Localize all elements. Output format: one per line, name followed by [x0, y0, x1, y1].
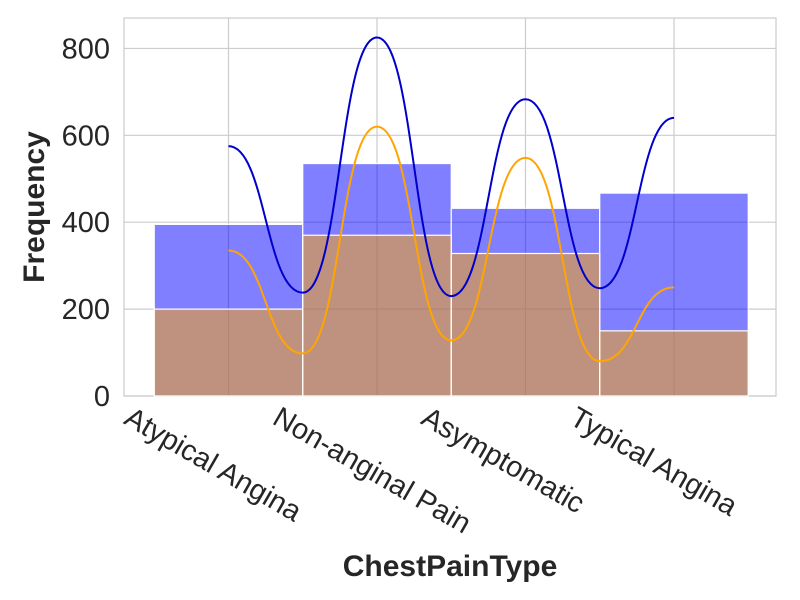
kde-curves — [228, 36, 675, 363]
bar-series-2-atypical-angina — [153, 308, 304, 397]
bars — [153, 162, 749, 397]
y-tick-label: 400 — [62, 207, 110, 239]
y-axis-title: Frequency — [18, 131, 51, 283]
y-tick-labels: 0 200 400 600 800 — [62, 33, 110, 413]
y-tick-label: 800 — [62, 33, 110, 65]
kde-curve-series-1 — [228, 36, 675, 298]
y-tick-label: 200 — [62, 294, 110, 326]
y-tick-label: 600 — [62, 120, 110, 152]
x-axis-title: ChestPainType — [343, 550, 558, 583]
bar-series-2-typical-angina — [599, 330, 749, 397]
bar-series-2-asymptomatic — [450, 252, 601, 397]
kde-curve-series-2 — [228, 125, 675, 363]
bar-series-2-non-anginal-pain — [302, 234, 452, 397]
x-tick-label: Typical Angina — [565, 401, 744, 523]
y-tick-label: 0 — [94, 381, 110, 413]
